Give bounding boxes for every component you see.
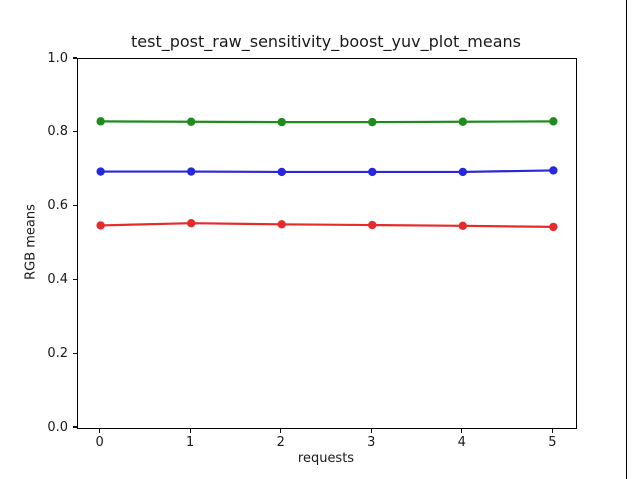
right-edge-line	[625, 0, 627, 479]
series-blue-line	[100, 169, 554, 174]
series-red-marker	[186, 219, 196, 228]
y-tick	[73, 57, 77, 59]
y-tick	[73, 205, 77, 207]
x-tick	[551, 428, 553, 433]
y-tick-label: 1.0	[47, 50, 68, 66]
y-tick-label: 0.0	[47, 419, 68, 435]
series-blue-marker	[458, 167, 468, 177]
series-green-marker	[96, 117, 105, 126]
x-tick-label: 4	[457, 435, 466, 450]
series-blue-marker	[186, 167, 196, 176]
y-tick	[73, 352, 77, 354]
y-tick	[73, 426, 77, 428]
x-tick	[280, 428, 282, 433]
x-tick	[189, 428, 191, 433]
y-tick-label: 0.8	[47, 124, 68, 140]
y-tick	[73, 131, 77, 133]
x-tick-label: 5	[548, 435, 557, 450]
series-blue-marker	[368, 167, 377, 177]
series-red-marker	[458, 221, 468, 230]
series-red-marker	[277, 220, 286, 229]
series-red-marker	[96, 221, 105, 230]
x-axis-label: requests	[297, 451, 355, 466]
x-tick-label: 2	[276, 435, 285, 450]
x-tick	[370, 428, 372, 433]
plot-area	[77, 58, 577, 429]
x-tick-label: 3	[367, 435, 376, 450]
y-tick-label: 0.4	[47, 271, 68, 287]
series-blue-marker	[549, 166, 558, 175]
y-axis-label: RGB means	[23, 204, 39, 280]
series-green-marker	[277, 117, 286, 127]
y-tick	[73, 278, 77, 280]
series-green-marker	[186, 117, 196, 126]
series-blue-marker	[96, 167, 105, 176]
series-red-marker	[368, 220, 377, 230]
x-tick	[461, 428, 463, 433]
chart-title: test_post_raw_sensitivity_boost_yuv_plot…	[130, 32, 522, 51]
y-tick-label: 0.6	[47, 198, 68, 214]
series-red-marker	[549, 222, 558, 232]
series-green-marker	[458, 117, 468, 126]
x-tick-label: 0	[95, 435, 104, 450]
series-red-line	[100, 222, 554, 228]
x-tick-label: 1	[186, 435, 195, 450]
y-tick-label: 0.2	[47, 345, 68, 361]
series-green-marker	[549, 117, 558, 126]
chart-canvas	[96, 117, 558, 232]
x-tick	[99, 428, 101, 433]
series-blue-marker	[277, 167, 286, 177]
series-green-line	[100, 120, 554, 124]
series-green-marker	[368, 117, 377, 127]
